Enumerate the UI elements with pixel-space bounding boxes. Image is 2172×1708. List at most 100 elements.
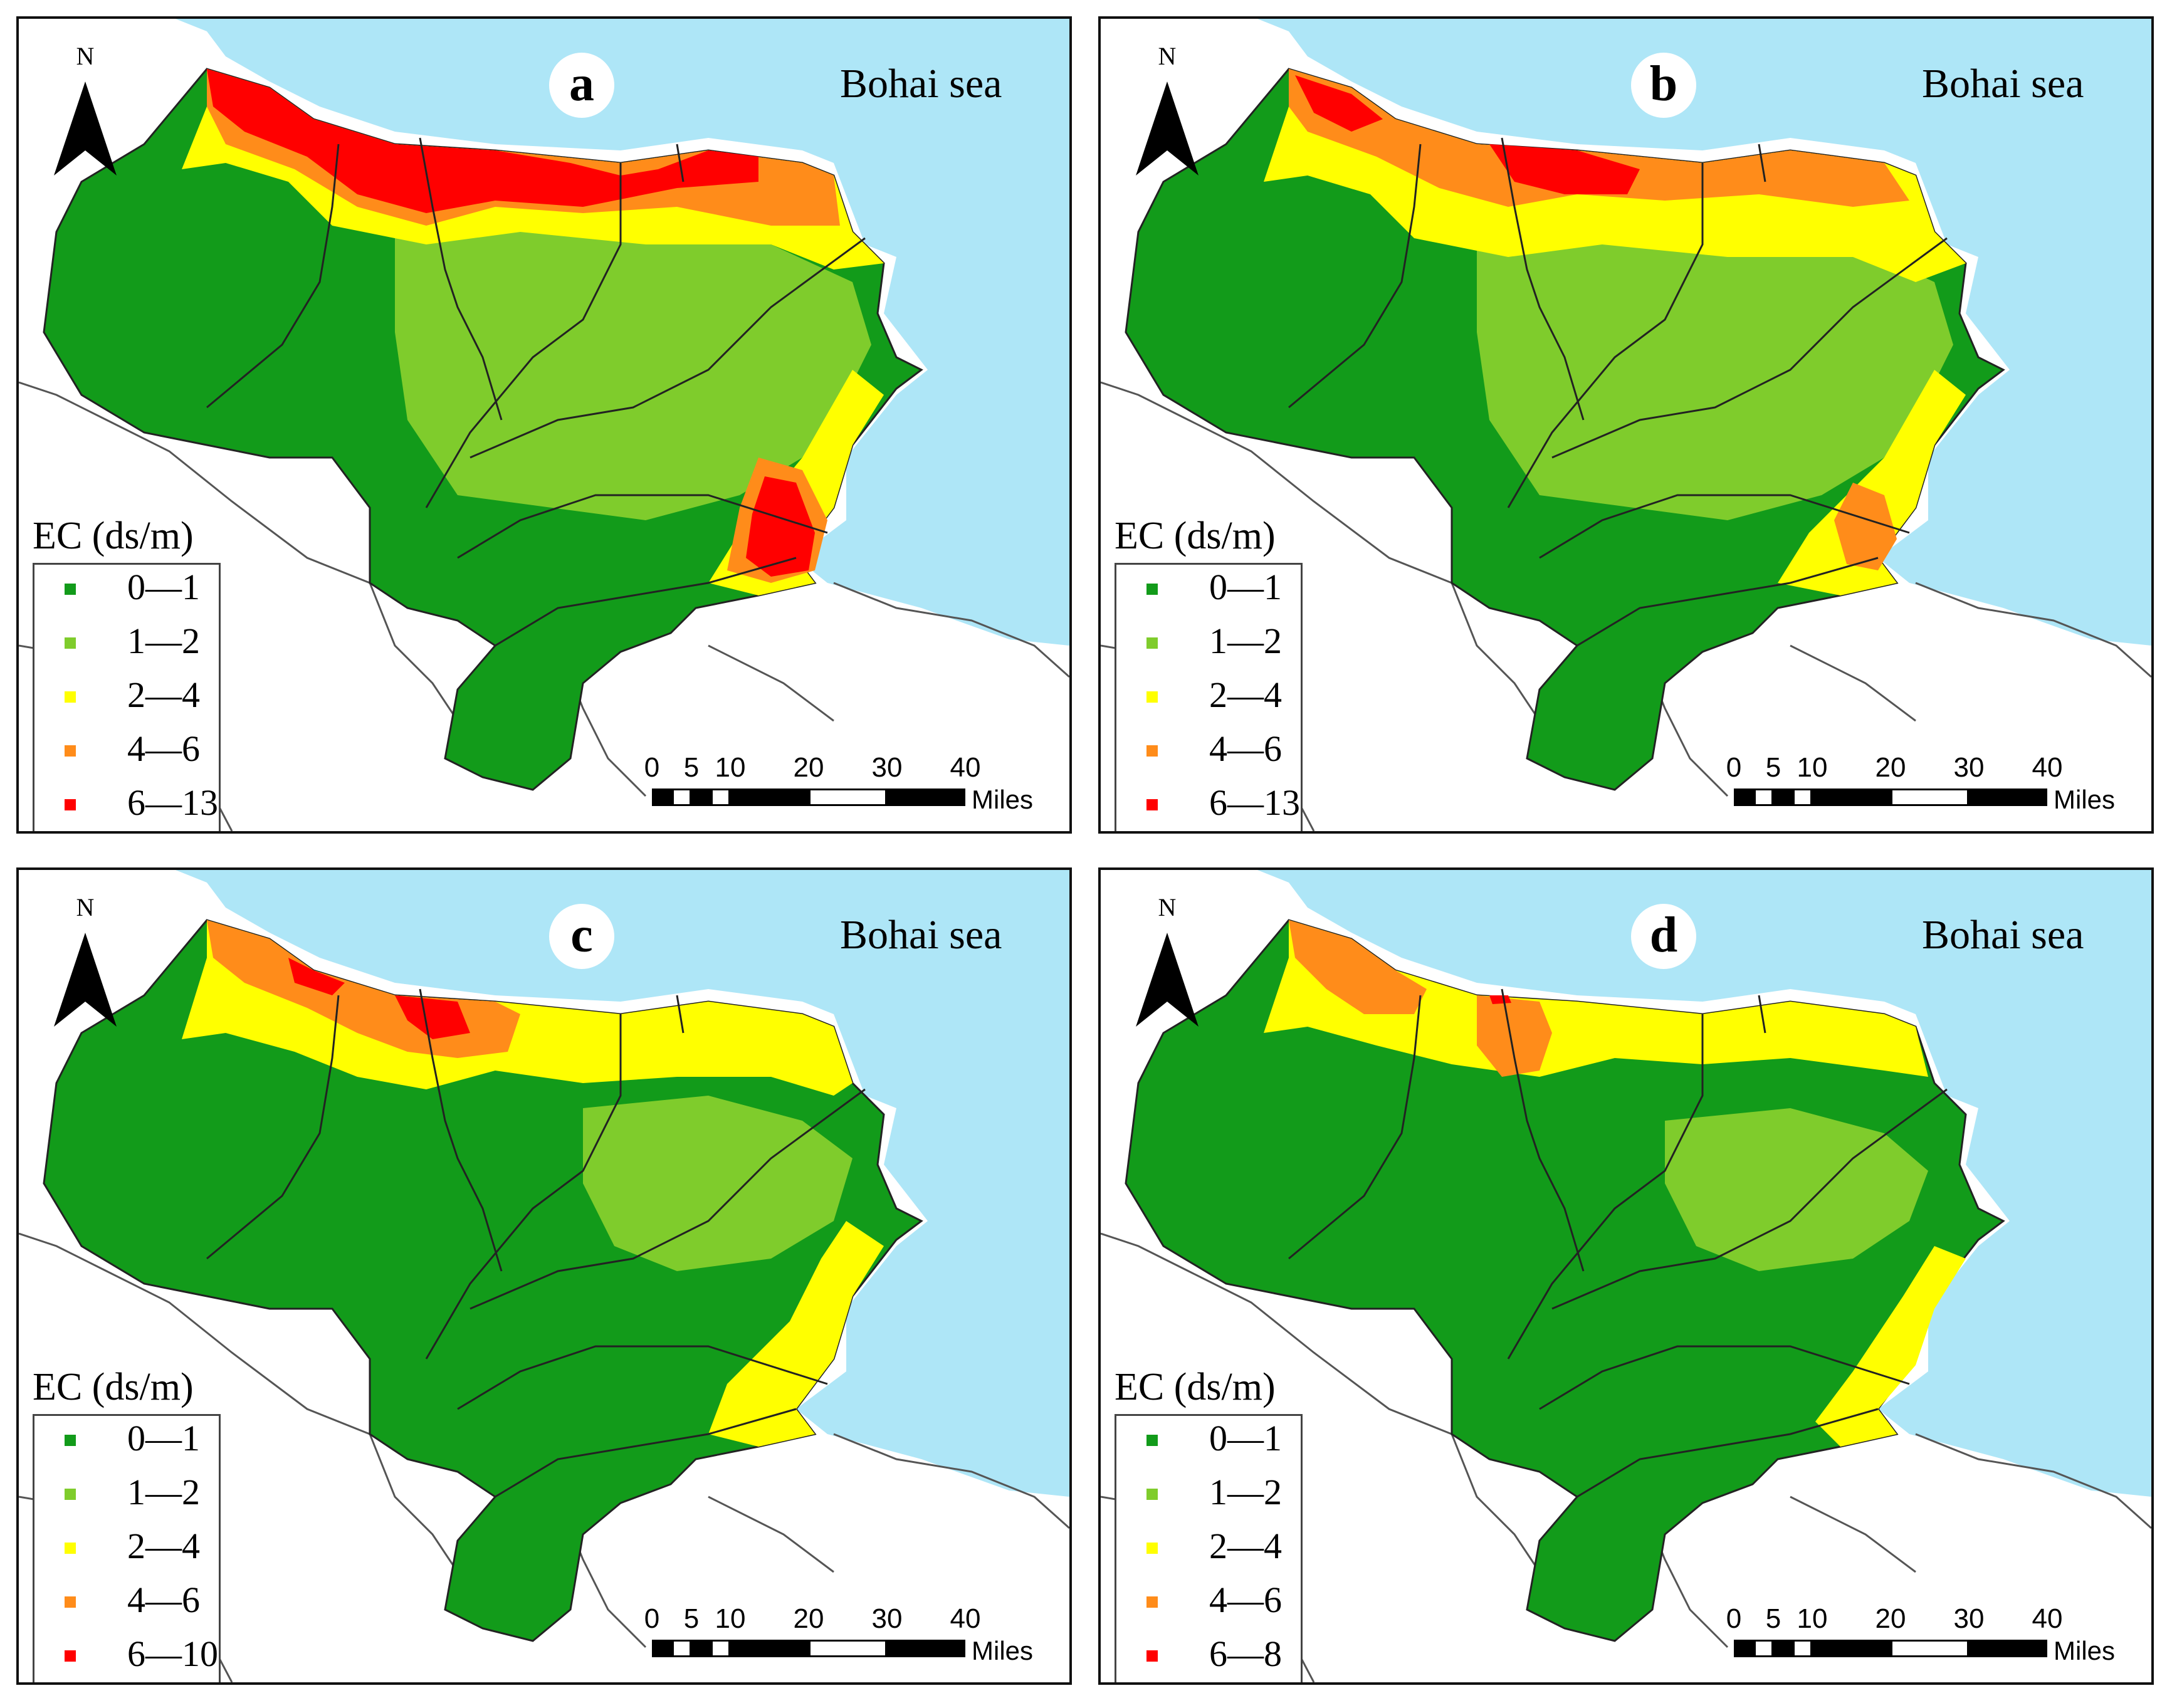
legend: 0—1 1—2 2—4 4—6 6—13 (1115, 563, 1303, 831)
sea-area (176, 870, 1069, 1497)
legend-item: 2—4 (1116, 673, 1298, 726)
legend-label: 4—6 (1209, 728, 1282, 769)
salinity-map-b (1101, 19, 2151, 831)
mainland-outline (1101, 1232, 2151, 1682)
legend: 0—1 1—2 2—4 4—6 6—13 (33, 563, 221, 831)
scale-segment (652, 1640, 672, 1657)
north-label: N (1158, 42, 1177, 70)
salinity-map-c (19, 870, 1069, 1682)
legend-title: EC (ds/m) (1115, 1366, 1276, 1408)
scale-tick: 40 (2032, 752, 2063, 783)
scale-tick: 40 (2032, 1603, 2063, 1634)
legend-item: 4—6 (34, 1578, 216, 1632)
legend-swatch (65, 1435, 76, 1446)
legend-label: 0—1 (1209, 567, 1282, 607)
ec-zone-high-east (708, 1221, 884, 1447)
scale-segment (887, 1640, 965, 1657)
scale-unit: Miles (972, 1636, 1034, 1665)
map-panel-c: c Bohai sea N EC (ds/m) 0—1 1—2 2—4 4—6 … (16, 867, 1072, 1685)
legend-item: 1—2 (1116, 619, 1298, 673)
scale-tick: 0 (1726, 752, 1742, 783)
panel-letter: b (1631, 53, 1696, 118)
scale-unit: Miles (2054, 785, 2116, 814)
legend-label: 4—6 (127, 728, 200, 769)
map-panel-a: a Bohai sea N EC (ds/m) 0—1 1—2 2—4 4—6 … (16, 16, 1072, 834)
legend-label: 6—8 (1209, 1633, 1282, 1674)
scale-segment (1754, 1640, 1773, 1657)
legend-swatch (65, 745, 76, 757)
panel-letter: c (549, 904, 614, 969)
legend-swatch (65, 1596, 76, 1608)
legend-swatch (1146, 637, 1158, 649)
scale-tick: 40 (950, 1603, 981, 1634)
scale-segment (730, 1640, 809, 1657)
scale-segment (1734, 789, 1754, 806)
north-arrow-icon (1136, 81, 1199, 176)
ec-zone-moderate (1665, 1108, 1928, 1271)
salinity-map-a (19, 19, 1069, 831)
scale-tick: 5 (1765, 752, 1781, 783)
scale-segment (1891, 789, 1969, 806)
sea-label: Bohai sea (840, 912, 1002, 958)
scale-tick: 5 (683, 752, 700, 783)
north-label: N (76, 42, 95, 70)
scale-segment (1812, 789, 1891, 806)
scale-tick: 5 (683, 1603, 700, 1634)
ec-zone-moderate (1477, 219, 1953, 520)
legend-title: EC (ds/m) (33, 515, 194, 557)
legend-item: 0—1 (1116, 1416, 1298, 1470)
north-arrow: N (1130, 893, 1205, 1037)
legend-swatch (65, 637, 76, 649)
legend-label: 4—6 (127, 1580, 200, 1620)
ec-zone-saline-north (1289, 69, 1909, 207)
legend-swatch (1146, 1596, 1158, 1608)
legend-label: 0—1 (127, 567, 200, 607)
legend-item: 6—13 (34, 780, 218, 831)
legend-swatch (65, 584, 76, 595)
north-arrow: N (48, 41, 123, 186)
legend-swatch (1146, 584, 1158, 595)
scale-segment (652, 789, 672, 806)
scale-segment (887, 789, 965, 806)
scale-segment (1969, 1640, 2047, 1657)
legend-label: 2—4 (1209, 1526, 1282, 1566)
scale-segment (711, 1640, 730, 1657)
legend-swatch (1146, 691, 1158, 703)
scale-segment (1969, 789, 2047, 806)
sea-label: Bohai sea (1922, 61, 2084, 107)
district-boundaries (206, 137, 866, 647)
legend-item: 0—1 (1116, 565, 1298, 619)
ec-zone-moderate (583, 1096, 853, 1271)
legend-label: 1—2 (1209, 1472, 1282, 1512)
ec-zone-saline-east (1834, 483, 1897, 570)
sea-area (176, 19, 1069, 646)
scale-segment (1793, 789, 1812, 806)
north-label: N (76, 893, 95, 921)
legend-swatch (65, 1489, 76, 1500)
scale-tick: 30 (1953, 1603, 1985, 1634)
legend-item: 2—4 (1116, 1524, 1298, 1578)
legend-label: 6—10 (127, 1633, 218, 1674)
mainland-outline (19, 1232, 1069, 1682)
legend-item: 0—1 (34, 1416, 216, 1470)
legend-label: 1—2 (127, 1472, 200, 1512)
legend-label: 1—2 (1209, 621, 1282, 661)
scale-tick: 40 (950, 752, 981, 783)
legend-item: 6—10 (34, 1632, 218, 1682)
legend-label: 6—13 (1209, 782, 1300, 823)
scale-tick: 0 (644, 1603, 660, 1634)
ec-zone-low (1125, 919, 2005, 1642)
scale-bar: 0 5 10 20 30 40 Miles (1726, 1603, 2115, 1672)
ec-zone-high-east (1778, 370, 1966, 595)
sea-label: Bohai sea (840, 61, 1002, 107)
scale-bar: 0 5 10 20 30 40 Miles (644, 1603, 1033, 1672)
scale-segment (672, 1640, 691, 1657)
north-arrow-icon (54, 933, 117, 1027)
scale-tick: 20 (1875, 752, 1906, 783)
scale-segment (1734, 1640, 1754, 1657)
panel-letter: a (549, 53, 614, 118)
ec-zone-extreme-north (1489, 995, 1511, 1004)
legend-swatch (1146, 745, 1158, 757)
legend: 0—1 1—2 2—4 4—6 6—10 (33, 1414, 221, 1682)
legend-item: 4—6 (1116, 726, 1298, 780)
